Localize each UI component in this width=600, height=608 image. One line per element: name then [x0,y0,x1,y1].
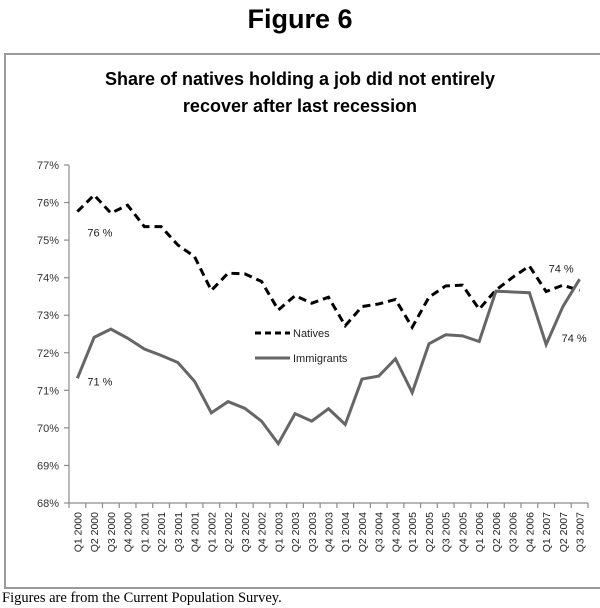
chart-frame [4,53,600,589]
x-tick-label: Q2 2004 [357,512,369,552]
x-tick-label: Q1 2000 [72,512,84,552]
data-label: 71 % [87,376,112,388]
data-label: 74 % [562,333,587,345]
x-axis: Q1 2000 Q2 2000 Q3 2000 Q4 2000 Q1 2001 Q2 20… [68,502,589,552]
y-tick-label: 74% [37,273,59,285]
x-tick-label: Q3 2006 [508,512,520,552]
y-tick-label: 75% [37,235,59,247]
legend-label-natives: Natives [293,328,330,340]
y-tick-label: 73% [37,310,59,322]
x-tick-label: Q3 2001 [173,512,185,552]
figure-title: Figure 6 [247,4,353,34]
x-tick-label: Q3 2005 [441,512,453,552]
x-tick-label: Q4 2005 [457,512,469,552]
x-tick-label: Q1 2004 [340,512,352,552]
x-tick-label: Q4 2001 [190,512,202,552]
y-tick-label: 68% [37,498,59,510]
legend: Natives Immigrants [255,328,348,365]
series-layer [75,192,581,447]
legend-label-immigrants: Immigrants [293,353,348,365]
x-tick-label: Q3 2004 [374,512,386,552]
x-tick-label: Q1 2006 [474,512,486,552]
y-axis: 68% 69% 70% 71% 72% 73% 74% 75% 76% 77% [37,160,70,510]
x-tick-label: Q1 2005 [407,512,419,552]
x-tick-label: Q3 2002 [240,512,252,552]
x-tick-label: Q2 2007 [558,512,570,552]
x-tick-label: Q3 2003 [307,512,319,552]
y-tick-label: 72% [37,348,59,360]
chart-title: Share of natives holding a job did not e… [0,66,600,120]
x-tick-label: Q1 2007 [541,512,553,552]
y-tick-label: 70% [37,423,59,435]
x-tick-label: Q1 2003 [273,512,285,552]
y-tick-label: 76% [37,198,59,210]
chart-title-line-2: recover after last recession [182,96,418,116]
x-tick-label: Q2 2005 [424,512,436,552]
x-tick-label: Q3 2000 [106,512,118,552]
x-tick-label: Q2 2000 [89,512,101,552]
annotations: 76 % 71 % 74 % 74 % [87,228,587,389]
y-tick-label: 69% [37,460,59,472]
x-tick-label: Q4 2004 [390,512,402,552]
chart-title-line-1: Share of natives holding a job did not e… [104,69,496,89]
x-tick-label: Q4 2006 [524,512,536,552]
x-tick-label: Q2 2003 [290,512,302,552]
x-tick-label: Q4 2002 [257,512,269,552]
x-tick-label: Q2 2001 [156,512,168,552]
series-line-natives [76,192,581,331]
x-tick-label: Q2 2006 [491,512,503,552]
x-tick-label: Q1 2002 [206,512,218,552]
x-tick-label: Q3 2007 [575,512,587,552]
x-tick-label: Q4 2003 [324,512,336,552]
x-tick-label: Q4 2000 [123,512,135,552]
data-label: 74 % [549,263,574,275]
x-tick-label: Q1 2001 [139,512,151,552]
data-label: 76 % [87,228,112,240]
source-note: Figures are from the Current Population … [2,590,282,606]
x-tick-label: Q2 2002 [223,512,235,552]
y-tick-label: 71% [37,385,59,397]
y-tick-label: 77% [37,160,59,172]
